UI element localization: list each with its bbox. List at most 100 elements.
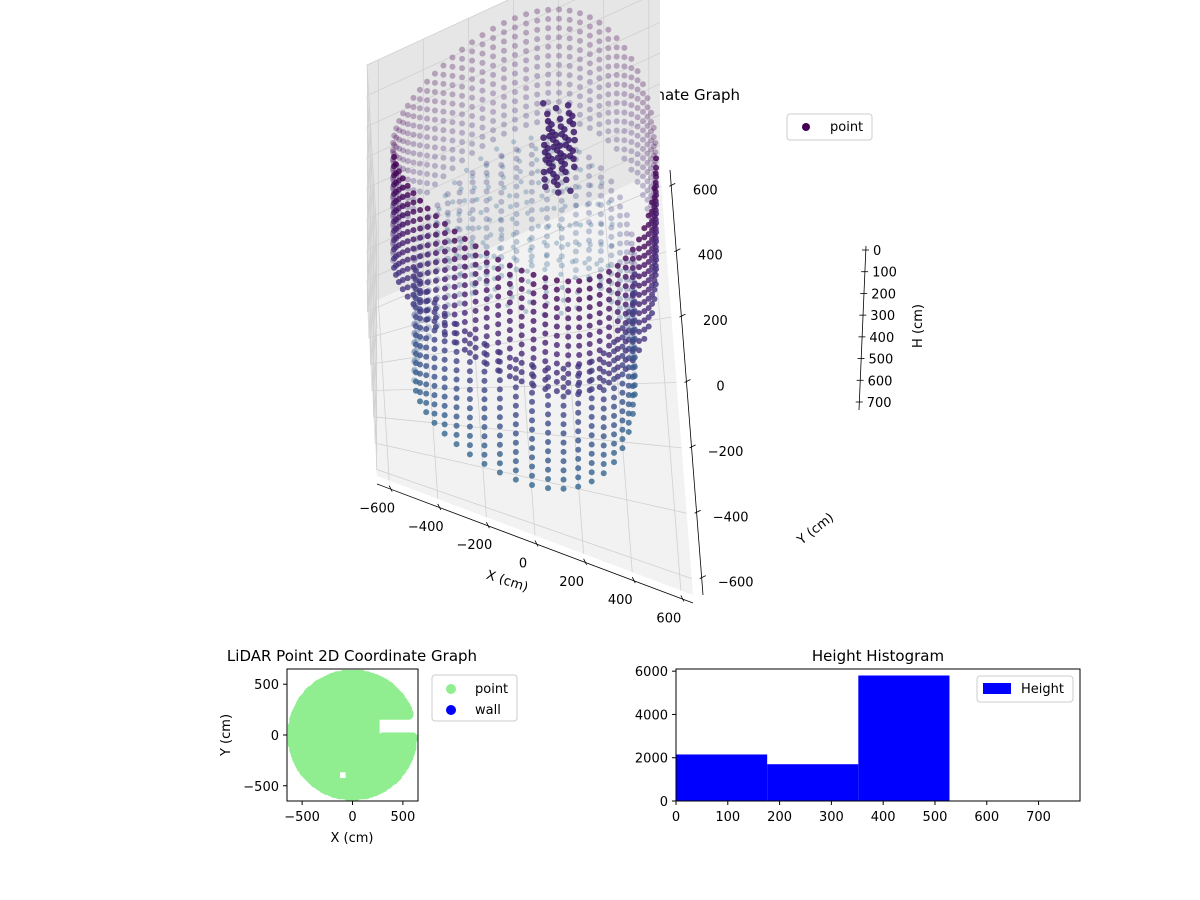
point-3d <box>546 132 553 140</box>
point-3d <box>495 302 502 309</box>
point-3d <box>412 267 419 274</box>
point-3d <box>588 395 595 402</box>
point-3d <box>628 240 635 247</box>
point-3d <box>513 164 520 171</box>
point-3d <box>469 253 476 260</box>
point-3d <box>651 295 658 302</box>
point-3d <box>530 318 537 325</box>
point-3d <box>653 238 660 245</box>
point-3d <box>410 190 417 197</box>
point-3d <box>608 298 615 305</box>
point-3d <box>534 36 541 43</box>
point-3d <box>496 245 503 251</box>
point-3d <box>575 382 582 389</box>
point-3d <box>525 210 531 216</box>
point-3d <box>424 143 431 150</box>
point-3d <box>562 176 570 184</box>
point-3d <box>451 237 458 244</box>
point-3d <box>606 305 613 312</box>
point-3d <box>596 93 603 100</box>
point-3d <box>586 78 593 85</box>
grid-line-y <box>376 229 692 580</box>
point-3d <box>614 327 621 334</box>
point-3d <box>417 262 424 269</box>
point-3d <box>528 258 534 264</box>
point-3d <box>511 24 518 31</box>
point-3d <box>628 231 635 238</box>
point-3d <box>545 365 552 372</box>
point-3d <box>451 256 458 263</box>
point-3d <box>653 173 660 180</box>
point-3d <box>449 165 456 172</box>
point-3d <box>441 276 448 283</box>
point-3d <box>585 246 592 253</box>
point-3d <box>539 99 547 107</box>
point-3d <box>461 235 468 242</box>
point-3d <box>545 80 552 87</box>
point-3d <box>566 26 573 33</box>
point-3d <box>644 122 651 129</box>
point-3d <box>496 414 503 421</box>
point-3d <box>456 291 463 298</box>
point-3d <box>469 188 476 195</box>
point-3d <box>444 255 451 262</box>
point-3d <box>518 341 525 348</box>
point-3d <box>648 118 655 125</box>
point-3d <box>469 170 476 177</box>
point-3d <box>619 325 626 332</box>
point-3d <box>483 160 490 167</box>
point-3d <box>431 364 438 371</box>
point-3d <box>431 419 438 426</box>
y-tick-mark <box>684 379 691 383</box>
grid-line-x <box>468 18 487 518</box>
point-3d <box>648 128 655 135</box>
point-3d <box>619 426 626 433</box>
point-3d <box>556 6 563 13</box>
point-3d <box>518 267 525 274</box>
point-3d <box>416 343 423 350</box>
point-3d <box>594 261 600 267</box>
point-3d <box>631 382 638 389</box>
point-3d <box>510 244 516 250</box>
point-3d <box>575 409 582 416</box>
point-3d <box>431 401 438 408</box>
point-3d <box>487 217 493 223</box>
point-3d <box>653 183 660 190</box>
point-3d <box>498 272 505 279</box>
point-3d <box>543 214 550 221</box>
point-3d <box>621 146 628 153</box>
point-3d <box>506 317 513 324</box>
point-3d <box>396 136 403 143</box>
point-3d <box>596 102 603 109</box>
point-3d <box>572 266 579 273</box>
point-3d <box>404 182 411 189</box>
point-3d <box>496 404 503 411</box>
point-3d <box>596 121 603 128</box>
point-3d <box>606 296 613 303</box>
point-3d <box>596 328 603 335</box>
point-3d <box>441 329 448 336</box>
point-3d <box>639 127 646 134</box>
point-3d <box>617 277 624 284</box>
point-3d <box>597 220 604 227</box>
point-3d <box>417 197 424 204</box>
point-3d <box>619 343 626 350</box>
point-3d <box>572 239 579 246</box>
point-3d <box>440 127 447 134</box>
point-3d <box>608 224 615 231</box>
point-3d <box>644 196 651 203</box>
point-3d <box>404 238 411 245</box>
point-3d <box>619 380 626 387</box>
point-3d <box>570 163 578 171</box>
point-3d <box>560 476 567 483</box>
point-3d <box>444 228 451 235</box>
point-3d <box>500 47 507 54</box>
point-3d <box>513 229 520 236</box>
point-3d <box>449 109 456 116</box>
point-3d <box>481 368 488 375</box>
point-3d <box>469 239 475 245</box>
point-3d <box>645 221 652 228</box>
point-3d <box>556 89 563 96</box>
point-3d <box>410 199 417 206</box>
point-3d <box>451 180 458 186</box>
